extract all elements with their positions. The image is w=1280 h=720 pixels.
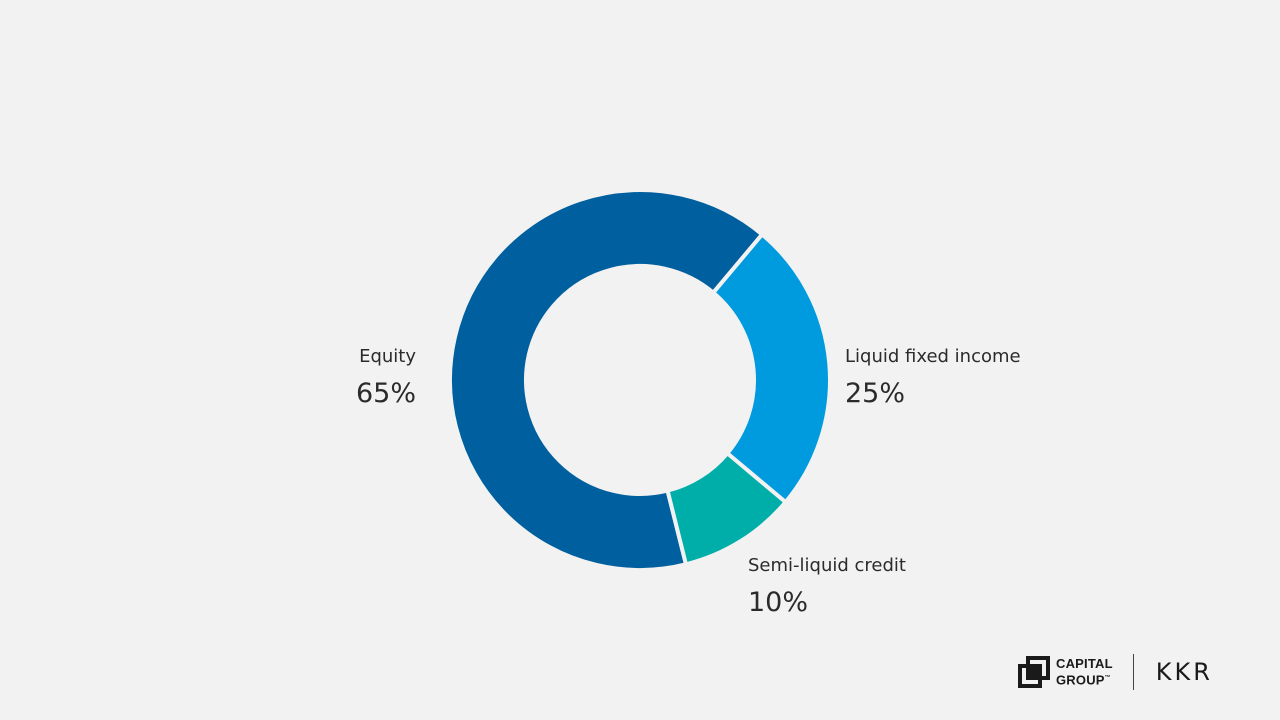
slice-value-liquid-fixed-income: 25% [845,378,905,409]
capital-group-logo-icon [1018,656,1050,688]
donut-slice-semi-liquid-credit [665,450,789,567]
kkr-wordmark: KKR [1155,658,1213,686]
slice-value-semi-liquid-credit: 10% [748,587,808,618]
capital-group-wordmark: CAPITAL GROUP™ [1056,655,1113,688]
donut-slices [448,188,832,572]
logo-divider [1132,654,1134,690]
slice-label-semi-liquid-credit: Semi-liquid credit [748,555,906,576]
capital-group-line1: CAPITAL [1056,655,1113,671]
capital-group-line2: GROUP™ [1056,672,1111,688]
donut-slice-liquid-fixed-income [710,231,832,505]
slice-label-liquid-fixed-income: Liquid fixed income [845,346,1021,367]
footer-logos: CAPITAL GROUP™ KKR [1018,652,1213,692]
trademark-symbol: ™ [1104,674,1111,681]
donut-slice-equity [448,188,765,572]
slice-label-equity: Equity [359,346,416,367]
slice-value-equity: 65% [356,378,416,409]
